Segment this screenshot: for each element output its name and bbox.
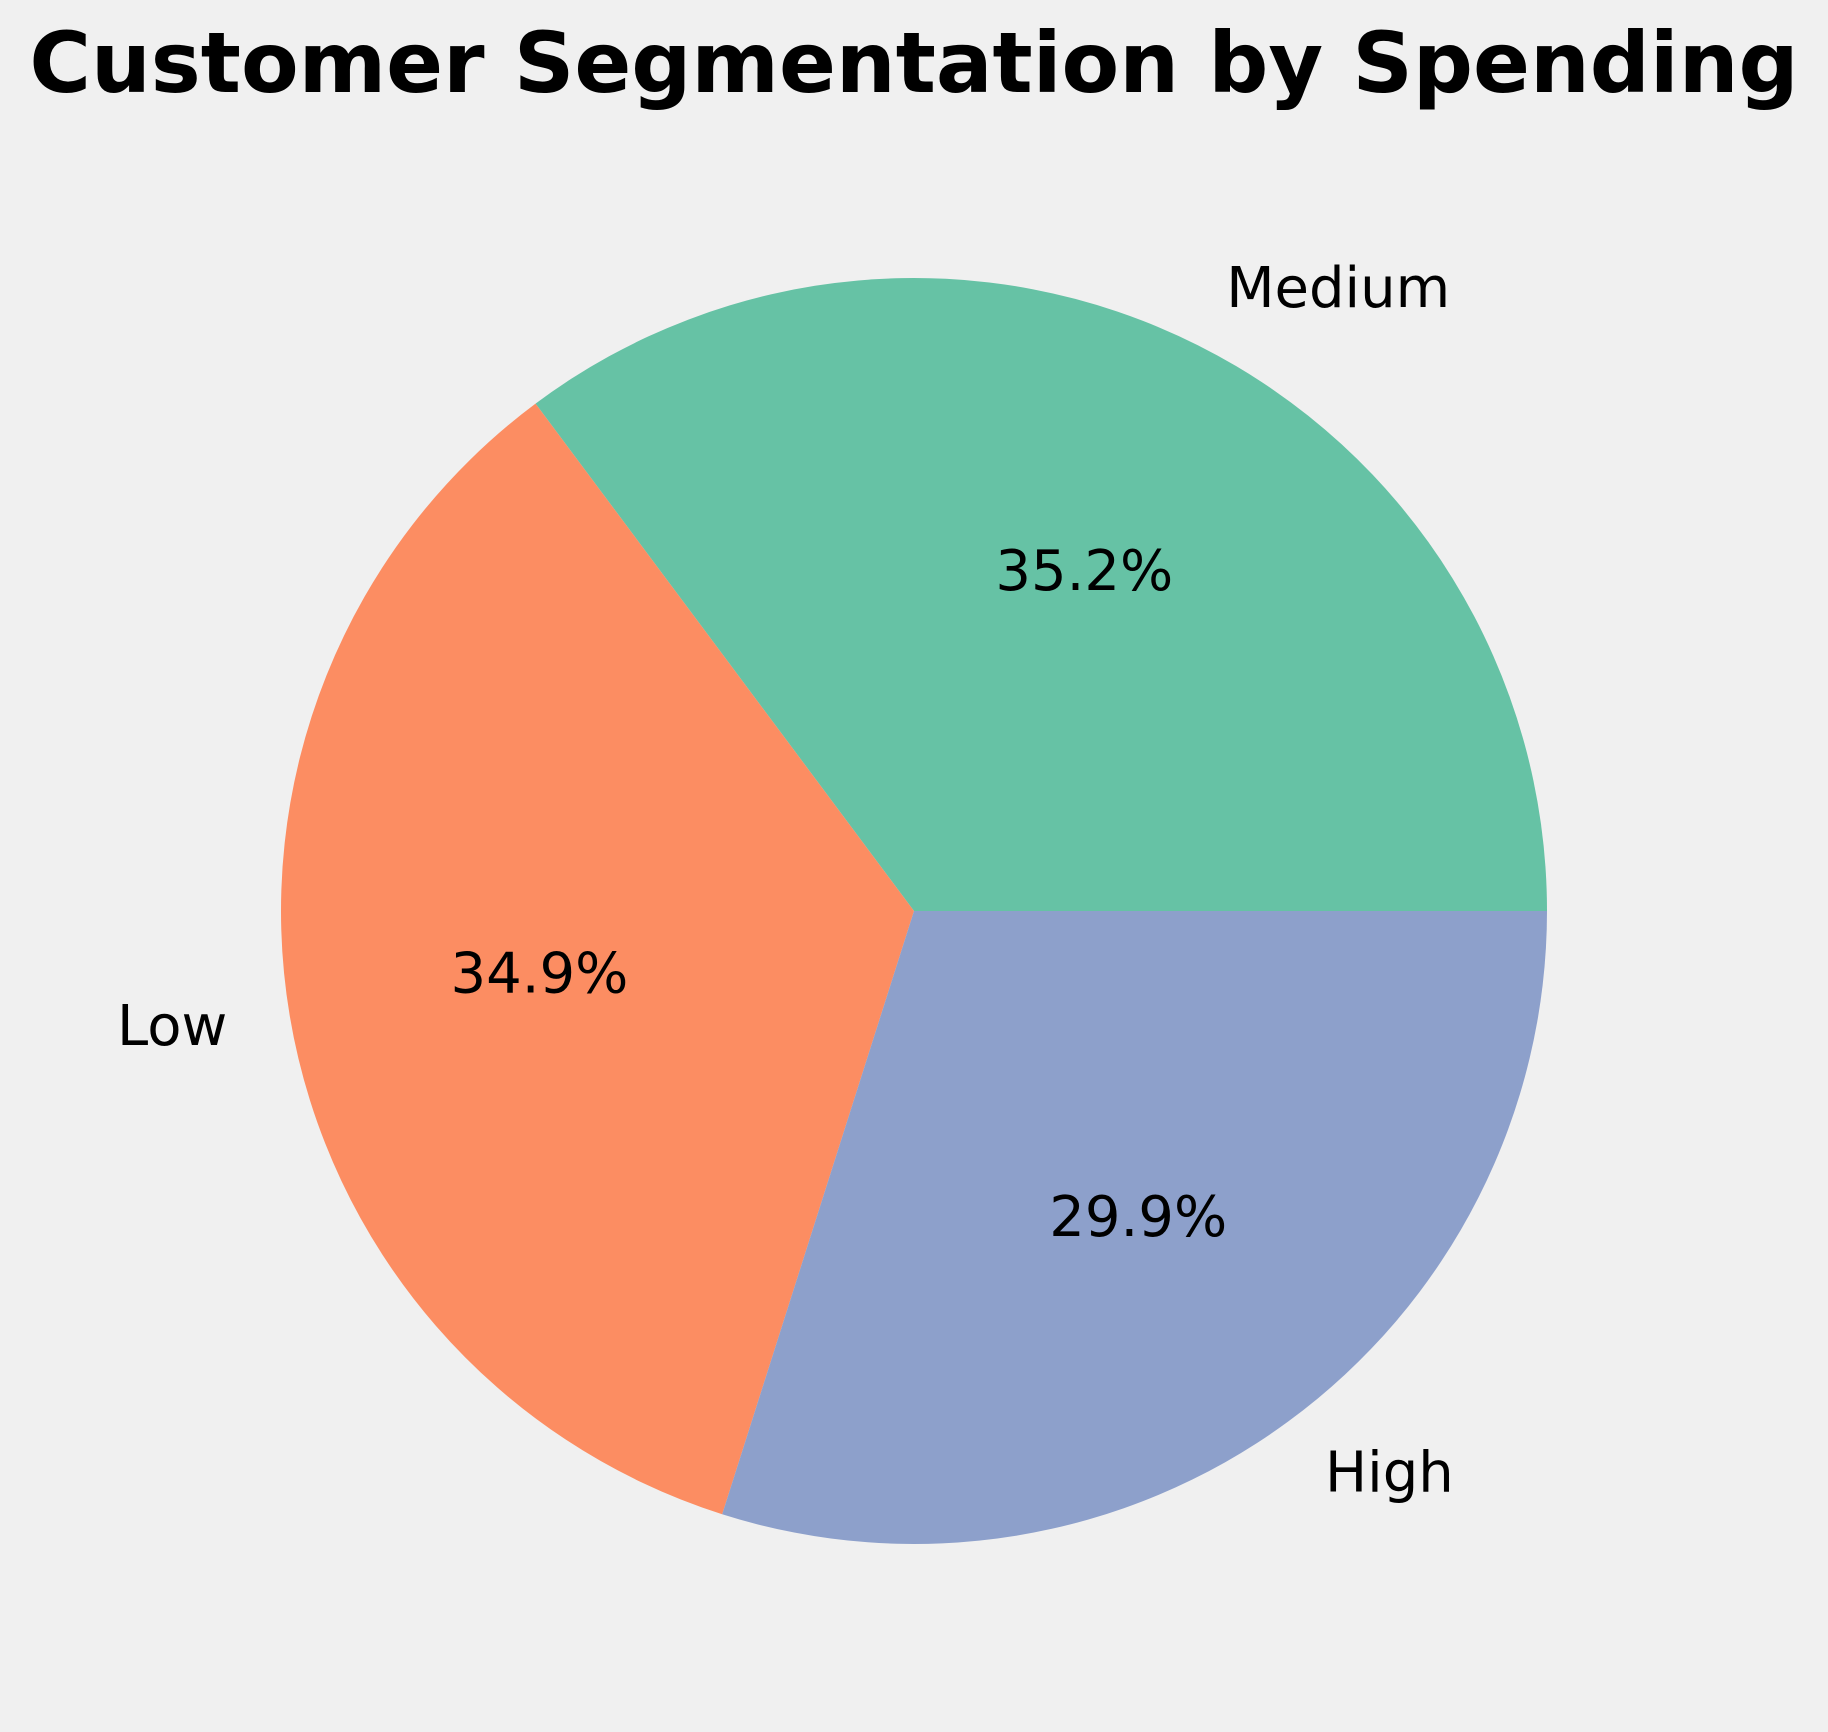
pie-slices <box>280 277 1547 1544</box>
pie-slice-medium <box>535 277 1547 911</box>
pie-slice-low <box>280 403 914 1515</box>
slice-label-high: High <box>1325 1441 1454 1506</box>
slice-percent-medium: 35.2% <box>995 539 1173 604</box>
slice-label-low: Low <box>117 994 227 1059</box>
pie-labels: Medium 35.2% Low 34.9% High 29.9% <box>117 256 1454 1505</box>
slice-label-medium: Medium <box>1226 256 1450 321</box>
pie-slice-high <box>722 911 1547 1544</box>
chart-title: Customer Segmentation by Spending <box>29 14 1798 112</box>
slice-percent-low: 34.9% <box>450 941 628 1006</box>
slice-percent-high: 29.9% <box>1049 1185 1227 1250</box>
